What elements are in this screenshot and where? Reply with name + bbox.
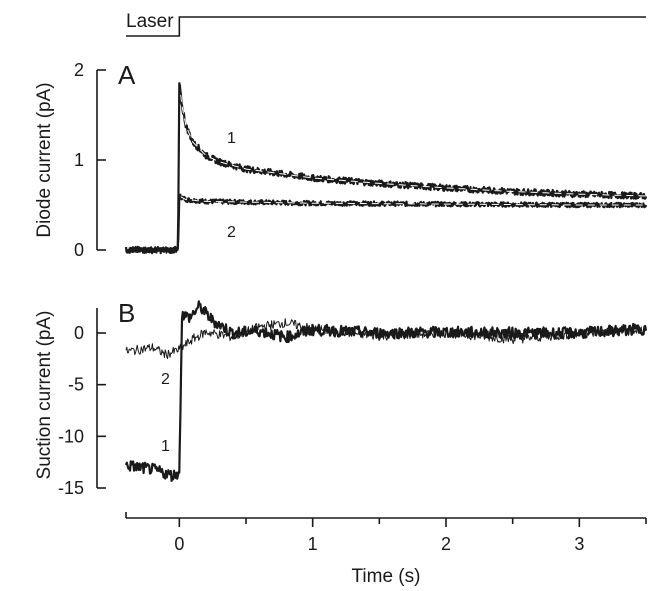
panel-b-series xyxy=(124,300,648,482)
panel-a-trace-label-2: 2 xyxy=(227,224,236,241)
x-axis-title: Time (s) xyxy=(352,566,421,587)
panel-b-y-tick-label: -10 xyxy=(58,426,84,446)
panel-a-letter: A xyxy=(118,60,136,90)
panel-a-y-axis-title: Diode current (pA) xyxy=(34,82,55,237)
laser-stimulus: Laser xyxy=(126,11,646,37)
panel-a-y-tick-label: 0 xyxy=(74,240,84,260)
panel-b-trace-label-2: 2 xyxy=(161,371,170,388)
x-tick-label: 0 xyxy=(174,534,184,554)
x-axis-ticks: 0 1 2 3 xyxy=(125,512,647,554)
panel-a-y-tick-label: 2 xyxy=(74,60,84,80)
panel-b-y-tick-label: 0 xyxy=(74,323,84,343)
x-axis: 0 1 2 3 Time (s) xyxy=(125,512,647,587)
panel-b-y-ticks: -15 -10 -5 0 xyxy=(58,323,106,498)
panel-a-y-ticks: 0 1 2 xyxy=(74,60,106,260)
panel-b-letter: B xyxy=(118,298,135,328)
panel-a: A 0 1 2 Diode current (pA) 1 2 xyxy=(34,60,648,260)
panel-a-trace-label-1: 1 xyxy=(227,130,236,147)
panel-b-trace-label-1: 1 xyxy=(161,438,170,455)
panel-b-y-axis-title: Suction current (pA) xyxy=(34,311,55,480)
panel-b-trace-2 xyxy=(125,318,647,360)
panel-b-y-tick-label: -5 xyxy=(68,375,84,395)
panel-a-trace-2 xyxy=(125,193,648,254)
panel-a-trace-1 xyxy=(124,82,648,255)
x-tick-label: 2 xyxy=(441,534,451,554)
laser-step-line xyxy=(126,16,646,37)
x-tick-label: 1 xyxy=(308,534,318,554)
panel-a-fit-1 xyxy=(180,94,646,197)
panel-b-trace-1 xyxy=(124,300,648,482)
panel-b-y-tick-label: -15 xyxy=(58,478,84,498)
panel-a-series xyxy=(124,82,648,255)
x-tick-label: 3 xyxy=(574,534,584,554)
panel-a-fit-2 xyxy=(180,196,646,206)
panel-b: B -15 -10 -5 0 Suction current (pA) 2 1 xyxy=(34,298,648,498)
panel-a-y-tick-label: 1 xyxy=(74,150,84,170)
laser-label: Laser xyxy=(126,11,174,32)
